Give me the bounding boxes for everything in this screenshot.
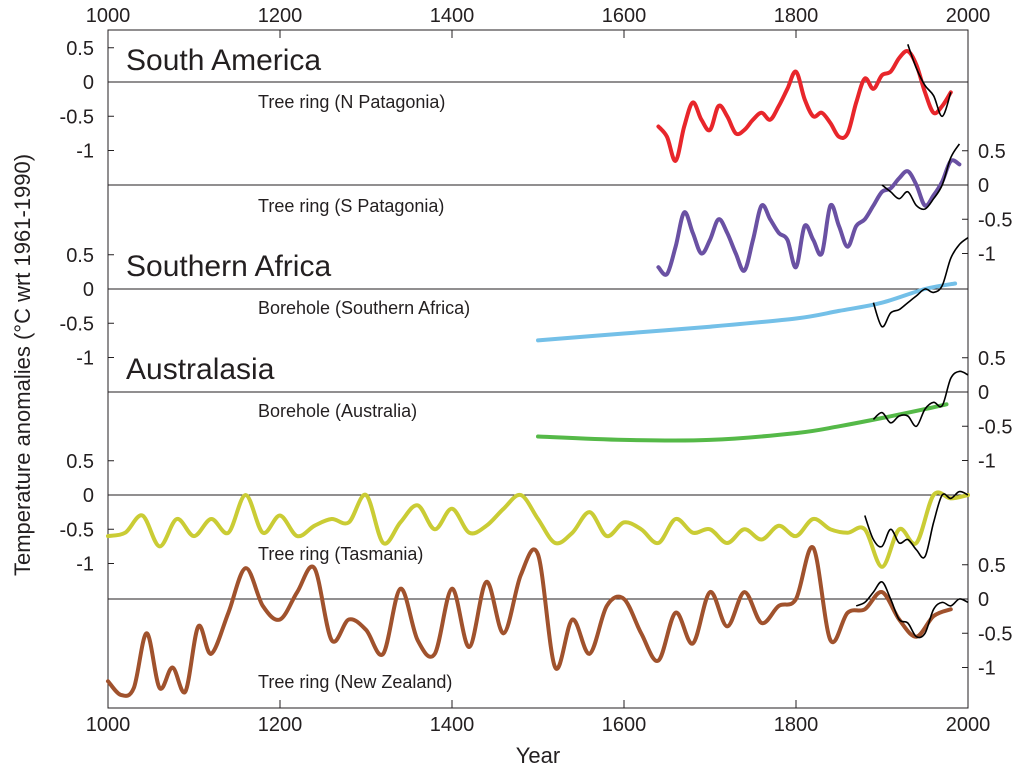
x-tick-label: 1400 bbox=[430, 714, 475, 736]
x-tick-label: 1200 bbox=[258, 714, 303, 736]
y-tick-label: 0 bbox=[83, 279, 94, 301]
series-line-n_patagonia bbox=[656, 49, 953, 163]
series-label-new_zealand: Tree ring (New Zealand) bbox=[258, 672, 452, 692]
y-tick-label: -1 bbox=[76, 554, 94, 576]
y-tick-label: 0 bbox=[83, 485, 94, 507]
y-tick-label: -1 bbox=[978, 451, 996, 473]
y-tick-label: -0.5 bbox=[60, 519, 94, 541]
y-tick-label: 0.5 bbox=[978, 555, 1006, 577]
region-title-southern_africa: Southern Africa bbox=[126, 250, 331, 283]
instrumental-line-borehole_southern_africa bbox=[872, 236, 969, 328]
y-tick-label: -0.5 bbox=[978, 416, 1012, 438]
series-line-borehole_australia bbox=[536, 402, 949, 443]
y-tick-label: 0.5 bbox=[66, 451, 94, 473]
series-label-n_patagonia: Tree ring (N Patagonia) bbox=[258, 92, 445, 112]
y-tick-label: -1 bbox=[978, 244, 996, 266]
x-tick-label-top: 1000 bbox=[86, 5, 131, 27]
plot-frame bbox=[107, 29, 969, 709]
y-tick-label: 0.5 bbox=[978, 141, 1006, 163]
x-tick-label-top: 2000 bbox=[946, 5, 991, 27]
x-tick-label: 1600 bbox=[602, 714, 647, 736]
y-tick-label: 0.5 bbox=[66, 38, 94, 60]
series-line-new_zealand bbox=[106, 545, 953, 698]
y-tick-label: -0.5 bbox=[60, 106, 94, 128]
y-tick-label: 0 bbox=[83, 72, 94, 94]
region-title-australasia: Australasia bbox=[126, 353, 275, 386]
series-label-tasmania: Tree ring (Tasmania) bbox=[258, 544, 423, 564]
instrumental-line-s_patagonia bbox=[881, 143, 961, 211]
x-tick-label-top: 1600 bbox=[602, 5, 647, 27]
x-tick-label: 1000 bbox=[86, 714, 131, 736]
x-tick-label-top: 1200 bbox=[258, 5, 303, 27]
instrumental-line-n_patagonia bbox=[907, 44, 952, 118]
y-tick-label: -0.5 bbox=[60, 313, 94, 335]
y-tick-label: 0 bbox=[978, 382, 989, 404]
series-line-s_patagonia bbox=[656, 158, 962, 277]
x-tick-label: 1800 bbox=[774, 714, 819, 736]
y-tick-label: -1 bbox=[978, 658, 996, 680]
series-label-borehole_australia: Borehole (Australia) bbox=[258, 401, 417, 421]
y-tick-label: -0.5 bbox=[978, 623, 1012, 645]
series-line-borehole_southern_africa bbox=[536, 281, 958, 343]
series-label-borehole_southern_africa: Borehole (Southern Africa) bbox=[258, 298, 470, 318]
y-tick-label: 0.5 bbox=[978, 348, 1006, 370]
x-tick-label: 2000 bbox=[946, 714, 991, 736]
y-tick-label: 0 bbox=[978, 175, 989, 197]
y-tick-label: -1 bbox=[76, 141, 94, 163]
series-label-s_patagonia: Tree ring (S Patagonia) bbox=[258, 196, 444, 216]
x-tick-label-top: 1800 bbox=[774, 5, 819, 27]
series-line-tasmania bbox=[106, 490, 970, 569]
instrumental-line-new_zealand bbox=[855, 581, 969, 639]
y-tick-label: 0 bbox=[978, 589, 989, 611]
instrumental-line-borehole_australia bbox=[872, 370, 969, 428]
region-title-south_america: South America bbox=[126, 44, 321, 77]
instrumental-line-tasmania bbox=[864, 490, 969, 559]
y-tick-label: -1 bbox=[76, 348, 94, 370]
y-tick-label: -0.5 bbox=[978, 209, 1012, 231]
x-tick-label-top: 1400 bbox=[430, 5, 475, 27]
x-axis-title: Year bbox=[516, 743, 560, 767]
y-axis-title: Temperature anomalies (°C wrt 1961-1990) bbox=[10, 154, 35, 576]
y-tick-label: 0.5 bbox=[66, 245, 94, 267]
